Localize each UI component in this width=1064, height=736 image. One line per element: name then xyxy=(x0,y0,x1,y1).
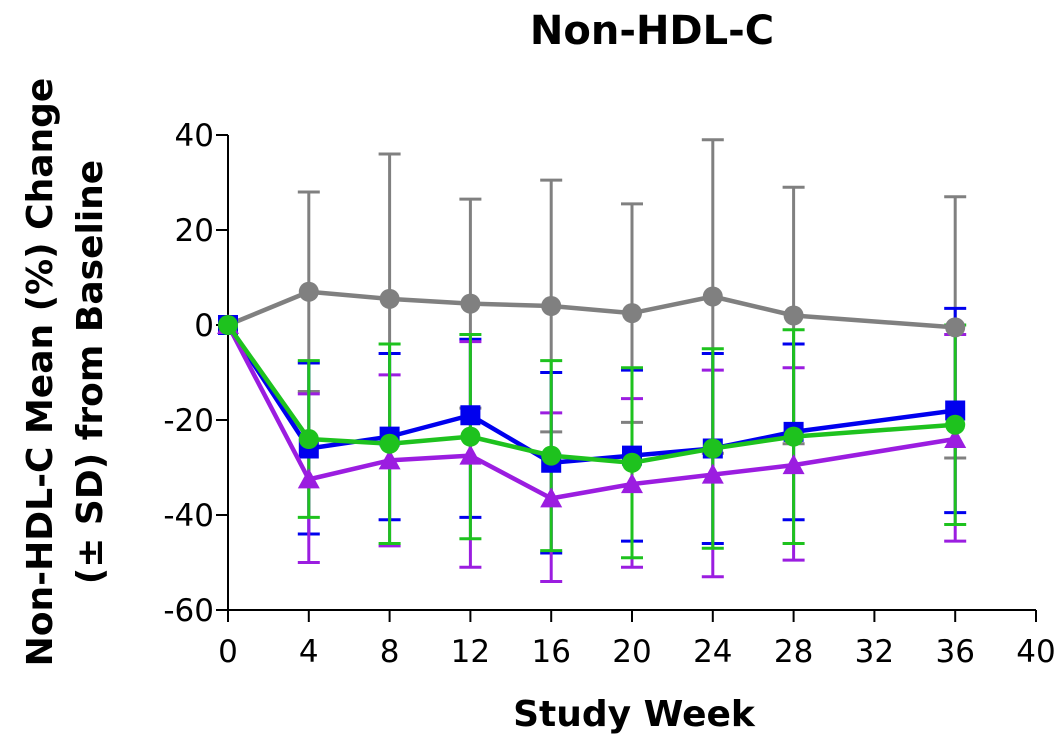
series-2-line xyxy=(217,314,967,508)
data-point xyxy=(298,281,319,302)
x-tick-label: 32 xyxy=(855,634,894,670)
x-tick-label: 20 xyxy=(612,634,651,670)
data-point xyxy=(460,426,481,447)
plot-area xyxy=(217,138,967,583)
data-point xyxy=(782,454,805,475)
y-tick-label: -20 xyxy=(163,403,214,439)
data-point xyxy=(460,405,481,426)
data-point xyxy=(298,429,319,449)
x-tick-label: 16 xyxy=(531,634,570,670)
y-axis-label-line-1: Non-HDL-C Mean (%) Change xyxy=(20,78,61,667)
axes: -60 -40 -20 0 20 40 0 4 8 12 16 20 24 28 32 36 40 xyxy=(163,118,1055,670)
series-line xyxy=(226,323,956,465)
x-tick-label: 40 xyxy=(1016,634,1055,670)
data-point xyxy=(459,444,482,465)
data-point xyxy=(622,452,642,473)
data-point xyxy=(702,438,723,459)
data-point xyxy=(944,428,967,448)
data-point xyxy=(945,400,966,421)
y-tick-label: 40 xyxy=(175,118,214,154)
series-line xyxy=(226,323,956,501)
x-tick-label: 0 xyxy=(218,634,238,670)
series-1-line xyxy=(218,315,966,473)
data-point xyxy=(622,303,642,324)
data-point xyxy=(379,433,400,454)
x-tick-label: 24 xyxy=(693,634,732,670)
y-tick-label: -40 xyxy=(163,498,214,534)
data-point xyxy=(460,293,481,314)
chart-title: Non-HDL-C xyxy=(530,8,774,54)
data-point xyxy=(702,286,723,307)
data-point xyxy=(379,288,400,309)
data-point xyxy=(297,468,320,489)
x-tick-label: 28 xyxy=(774,634,813,670)
x-tick-label: 12 xyxy=(451,634,490,670)
data-point xyxy=(783,305,804,326)
series-0-line xyxy=(218,281,966,338)
y-tick-label: 0 xyxy=(194,308,214,344)
x-tick-label: 36 xyxy=(935,634,974,670)
data-point xyxy=(945,414,966,435)
data-point xyxy=(218,315,238,335)
data-point xyxy=(701,463,724,484)
data-point xyxy=(541,445,562,466)
data-point xyxy=(540,487,563,508)
y-axis-label-line-2: (± SD) from Baseline xyxy=(70,160,111,584)
series-3-line xyxy=(218,315,966,473)
data-point xyxy=(378,449,401,470)
y-tick-label: 20 xyxy=(175,213,214,249)
data-point xyxy=(621,473,643,494)
x-tick-label: 4 xyxy=(299,634,319,670)
data-point xyxy=(945,317,966,338)
data-point xyxy=(541,296,562,316)
y-tick-label: -60 xyxy=(163,593,214,629)
series-line xyxy=(227,289,956,330)
y-axis-label: Non-HDL-C Mean (%) Change (± SD) from Ba… xyxy=(20,78,111,667)
x-axis-label: Study Week xyxy=(513,694,756,735)
x-tick-label: 8 xyxy=(380,634,400,670)
data-point xyxy=(783,426,804,447)
